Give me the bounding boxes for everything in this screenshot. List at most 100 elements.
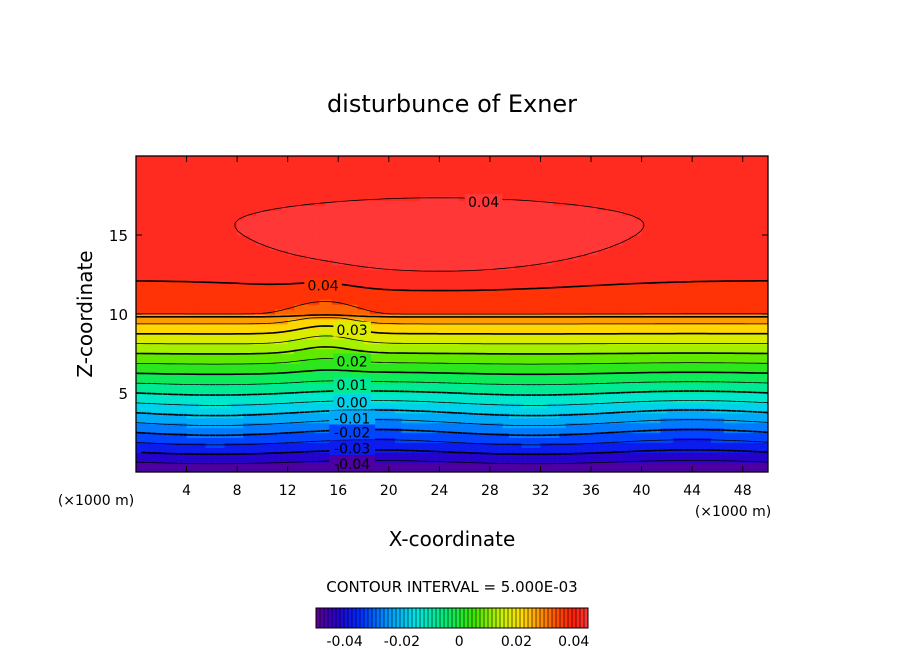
field-cell xyxy=(256,249,263,256)
field-cell xyxy=(287,402,295,409)
field-cell xyxy=(458,190,466,197)
field-cell xyxy=(559,230,567,236)
field-cell xyxy=(167,274,175,281)
field-cell xyxy=(603,432,611,439)
field-cell xyxy=(230,373,238,379)
field-cell xyxy=(584,343,592,350)
field-cell xyxy=(591,180,598,187)
field-cell xyxy=(281,442,289,448)
field-cell xyxy=(540,353,548,360)
field-cell xyxy=(515,180,523,187)
field-cell xyxy=(616,333,624,340)
field-cell xyxy=(205,274,213,281)
field-cell xyxy=(508,220,516,226)
field-cell xyxy=(167,254,175,261)
field-cell xyxy=(540,417,548,424)
field-cell xyxy=(344,230,352,236)
field-cell xyxy=(426,309,434,315)
field-cell xyxy=(464,289,472,295)
field-cell xyxy=(426,467,434,472)
field-cell xyxy=(578,205,586,211)
field-cell xyxy=(420,323,428,330)
field-cell xyxy=(559,402,567,409)
field-cell xyxy=(249,165,257,172)
field-cell xyxy=(199,383,207,389)
field-cell xyxy=(148,230,156,236)
field-cell xyxy=(173,437,181,443)
field-cell xyxy=(572,294,579,300)
field-cell xyxy=(483,269,491,276)
field-cell xyxy=(395,156,403,162)
field-cell xyxy=(622,225,630,231)
field-cell xyxy=(559,323,567,330)
field-cell xyxy=(287,254,295,261)
field-cell xyxy=(167,417,175,424)
field-cell xyxy=(414,175,421,182)
field-cell xyxy=(616,274,624,281)
field-cell xyxy=(230,185,238,192)
field-cell xyxy=(249,353,257,360)
field-cell xyxy=(489,368,497,374)
field-cell xyxy=(154,195,162,202)
field-cell xyxy=(584,353,592,360)
field-cell xyxy=(180,333,188,340)
field-cell xyxy=(496,333,504,340)
field-cell xyxy=(540,383,548,389)
field-cell xyxy=(483,338,491,345)
field-cell xyxy=(306,427,314,434)
field-cell xyxy=(565,462,573,468)
field-cell xyxy=(445,225,453,231)
field-cell xyxy=(275,442,282,448)
field-cell xyxy=(470,343,478,350)
field-cell xyxy=(167,397,175,404)
field-cell xyxy=(502,165,510,172)
field-cell xyxy=(603,417,611,424)
field-cell xyxy=(211,225,219,231)
field-cell xyxy=(382,363,390,369)
field-cell xyxy=(426,249,434,256)
field-cell xyxy=(224,235,232,241)
field-cell xyxy=(306,314,314,320)
field-cell xyxy=(312,467,320,472)
field-cell xyxy=(578,210,586,216)
field-cell xyxy=(502,304,510,310)
field-cell xyxy=(142,318,150,325)
field-cell xyxy=(477,299,485,305)
field-cell xyxy=(401,323,409,330)
field-cell xyxy=(483,427,491,434)
field-cell xyxy=(464,299,472,305)
field-cell xyxy=(452,205,459,211)
field-cell xyxy=(401,447,409,453)
field-cell xyxy=(584,368,592,374)
field-cell xyxy=(230,309,238,315)
field-cell xyxy=(578,368,586,374)
field-cell xyxy=(521,205,529,211)
field-cell xyxy=(306,156,314,162)
field-cell xyxy=(565,417,573,424)
field-cell xyxy=(420,264,428,271)
field-cell xyxy=(148,323,156,330)
field-cell xyxy=(369,249,377,256)
field-cell xyxy=(508,427,516,434)
field-cell xyxy=(591,195,598,202)
field-cell xyxy=(230,417,238,424)
field-cell xyxy=(148,274,156,281)
field-cell xyxy=(382,225,390,231)
field-cell xyxy=(325,353,333,360)
field-cell xyxy=(180,393,188,399)
field-cell xyxy=(603,467,611,472)
field-cell xyxy=(527,249,535,256)
field-cell xyxy=(249,447,257,453)
field-cell xyxy=(148,452,156,458)
field-cell xyxy=(199,235,207,241)
field-cell xyxy=(256,215,263,221)
field-cell xyxy=(369,220,377,226)
field-cell xyxy=(161,353,169,360)
field-cell xyxy=(433,417,440,424)
field-cell xyxy=(616,343,624,350)
field-cell xyxy=(489,264,497,271)
field-cell xyxy=(433,363,440,369)
field-cell xyxy=(154,323,162,330)
field-cell xyxy=(477,467,485,472)
field-cell xyxy=(420,165,428,172)
